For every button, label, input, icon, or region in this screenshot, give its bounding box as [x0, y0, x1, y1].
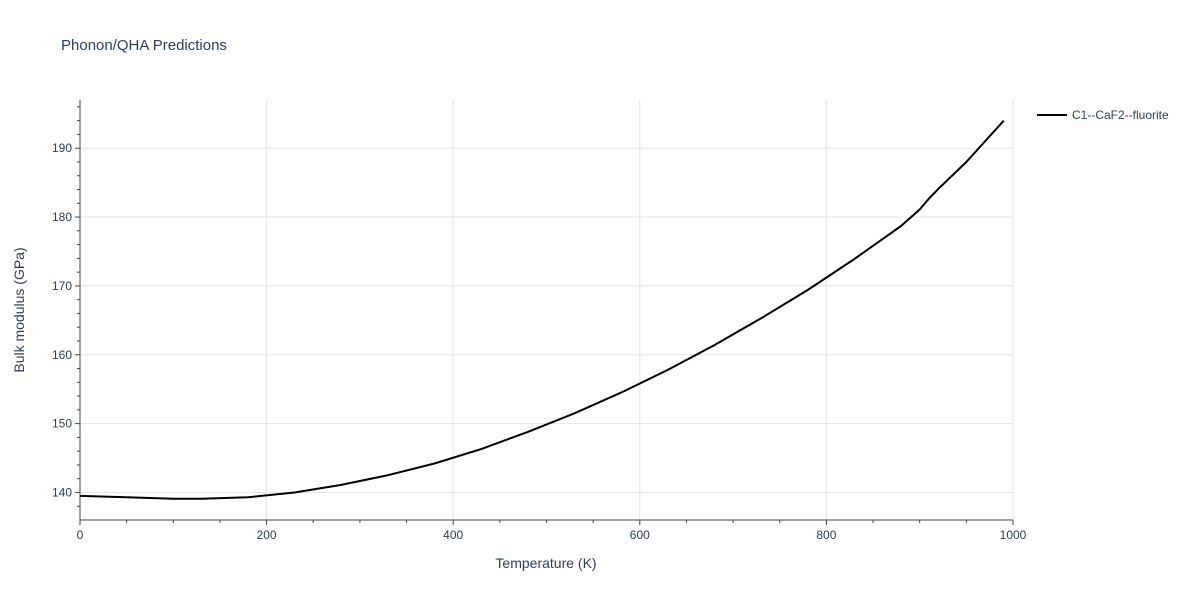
x-tick-label: 1000	[1000, 528, 1027, 542]
y-tick-label: 150	[52, 417, 72, 431]
y-tick-label: 170	[52, 279, 72, 293]
legend[interactable]: C1--CaF2--fluorite	[1037, 108, 1169, 122]
x-tick-label: 800	[816, 528, 836, 542]
y-axis-title: Bulk modulus (GPa)	[11, 247, 27, 372]
y-tick-label: 190	[52, 141, 72, 155]
x-axis-title: Temperature (K)	[495, 555, 596, 571]
y-tick-label: 160	[52, 348, 72, 362]
y-tick-label: 140	[52, 485, 72, 499]
x-tick-label: 400	[443, 528, 463, 542]
series-line	[79, 120, 1005, 500]
chart-title: Phonon/QHA Predictions	[61, 37, 227, 54]
x-tick-labels: 0 200 400 600 800 1000	[77, 528, 1027, 542]
x-tick-label: 0	[77, 528, 84, 542]
axes	[75, 100, 1014, 525]
legend-label: C1--CaF2--fluorite	[1072, 108, 1169, 122]
series-layer	[79, 120, 1005, 500]
y-tick-labels: 140 150 160 170 180 190	[52, 141, 72, 499]
x-tick-label: 600	[630, 528, 650, 542]
grid	[80, 100, 1014, 520]
x-tick-label: 200	[257, 528, 277, 542]
y-tick-label: 180	[52, 210, 72, 224]
